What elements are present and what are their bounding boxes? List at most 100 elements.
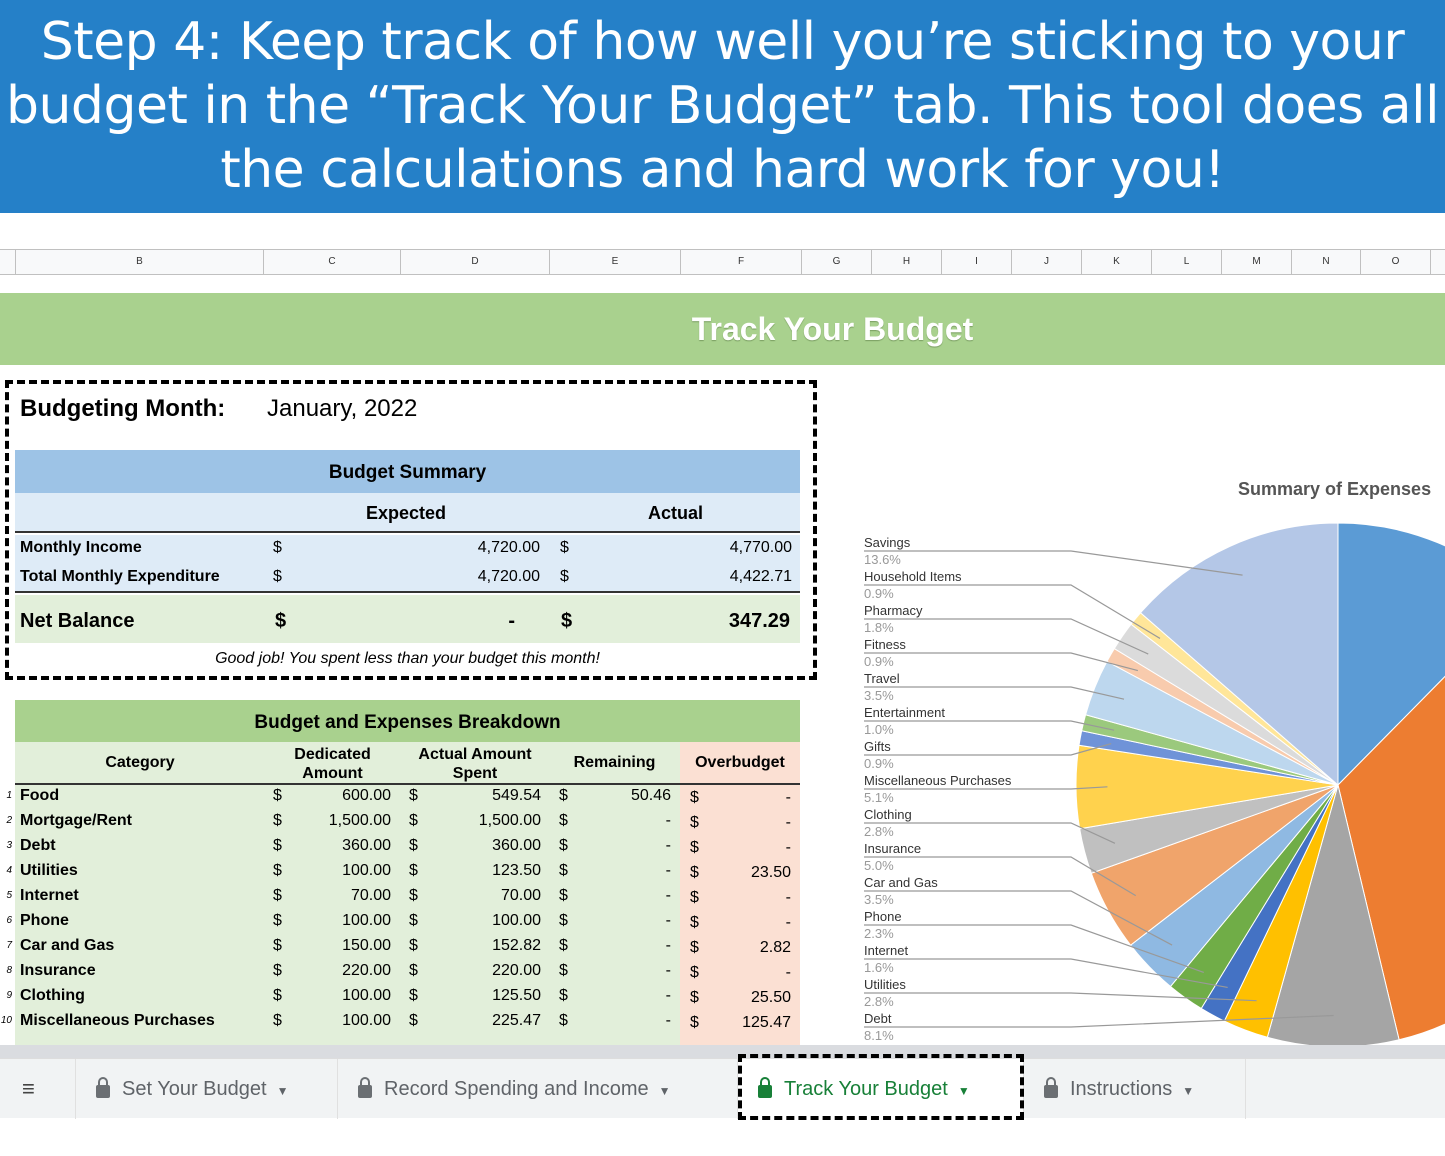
- net-label: Net Balance: [20, 610, 135, 632]
- pie-label-percent: 1.6%: [864, 960, 894, 975]
- remaining-currency: $: [559, 987, 568, 1004]
- sheet-tab-set-your-budget[interactable]: Set Your Budget ▼: [76, 1059, 338, 1119]
- net-cur1: $: [275, 610, 287, 632]
- header-rule: [15, 783, 800, 785]
- sheet-title: Track Your Budget: [0, 293, 1445, 365]
- overbudget-amount: 125.47: [742, 1014, 791, 1031]
- overbudget-currency: $: [690, 1014, 699, 1031]
- actual-currency: $: [409, 837, 418, 854]
- summary-col-header: [15, 493, 800, 533]
- dedicated-amount: 600.00: [342, 787, 391, 804]
- category-name: Insurance: [20, 962, 96, 979]
- dedicated-currency: $: [273, 837, 282, 854]
- dropdown-caret-icon[interactable]: ▼: [1182, 1084, 1195, 1098]
- header-category: Category: [105, 754, 175, 771]
- pie-label-name: Entertainment: [864, 705, 945, 720]
- column-header-D[interactable]: D: [400, 250, 549, 274]
- column-header-K[interactable]: K: [1081, 250, 1151, 274]
- dedicated-currency: $: [273, 937, 282, 954]
- dropdown-caret-icon[interactable]: ▼: [658, 1084, 671, 1098]
- column-header-G[interactable]: G: [801, 250, 871, 274]
- month-label: Budgeting Month:: [20, 395, 226, 422]
- overbudget-currency: $: [690, 989, 699, 1006]
- pie-leader-line: [864, 958, 1228, 989]
- pie-label-percent: 13.6%: [864, 552, 901, 567]
- column-header-O[interactable]: O: [1360, 250, 1430, 274]
- category-name: Debt: [20, 837, 56, 854]
- instruction-banner: Step 4: Keep track of how well you’re st…: [0, 0, 1445, 213]
- dedicated-amount: 1,500.00: [328, 812, 391, 829]
- column-header-N[interactable]: N: [1291, 250, 1360, 274]
- pie-label: Phone 2.3%: [864, 908, 902, 942]
- lock-icon: [758, 1077, 772, 1099]
- header-overbudget: Overbudget: [695, 754, 785, 771]
- overbudget-amount: -: [785, 814, 791, 831]
- column-header-L[interactable]: L: [1151, 250, 1221, 274]
- overbudget-currency: $: [690, 864, 699, 881]
- summary-rows-bg: [15, 535, 800, 593]
- expenses-chart[interactable]: [855, 470, 1445, 1046]
- remaining-currency: $: [559, 812, 568, 829]
- remaining-currency: $: [559, 862, 568, 879]
- sheet-tab-instructions[interactable]: Instructions ▼: [1024, 1059, 1246, 1119]
- overbudget-column-bg: [680, 742, 800, 1045]
- column-header-B[interactable]: B: [15, 250, 263, 274]
- remaining-amount: -: [665, 812, 671, 829]
- pie-label: Household Items 0.9%: [864, 568, 962, 602]
- net-cur2: $: [561, 610, 573, 632]
- dropdown-caret-icon[interactable]: ▼: [957, 1084, 970, 1098]
- remaining-currency: $: [559, 1012, 568, 1029]
- column-header-F[interactable]: F: [680, 250, 801, 274]
- category-name: Phone: [20, 912, 69, 929]
- pie-label: Car and Gas 3.5%: [864, 874, 938, 908]
- pie-slice-food[interactable]: [1337, 522, 1445, 787]
- category-name: Mortgage/Rent: [20, 812, 132, 829]
- sheet-tab-record-spending-and-income[interactable]: Record Spending and Income ▼: [338, 1059, 738, 1119]
- category-name: Miscellaneous Purchases: [20, 1012, 215, 1029]
- row-number: 5: [6, 890, 12, 901]
- remaining-amount: -: [665, 937, 671, 954]
- breakdown-title: Budget and Expenses Breakdown: [15, 700, 800, 742]
- all-sheets-button[interactable]: ≡: [0, 1059, 76, 1119]
- row-number: 6: [6, 915, 12, 926]
- pie-slice-debt[interactable]: [1266, 783, 1400, 1046]
- remaining-amount: -: [665, 912, 671, 929]
- actual-amount: 220.00: [492, 962, 541, 979]
- dropdown-caret-icon[interactable]: ▼: [276, 1084, 289, 1098]
- row-number: 1: [6, 790, 12, 801]
- pie-label-name: Travel: [864, 671, 900, 686]
- remaining-amount: -: [665, 862, 671, 879]
- category-name: Car and Gas: [20, 937, 115, 954]
- column-header-J[interactable]: J: [1011, 250, 1081, 274]
- pie-label: Miscellaneous Purchases 5.1%: [864, 772, 1011, 806]
- summary-cur1: $: [273, 568, 282, 585]
- actual-amount: 549.54: [492, 787, 541, 804]
- pie-label-percent: 0.9%: [864, 654, 894, 669]
- sheet-tab-track-your-budget[interactable]: Track Your Budget ▼: [738, 1059, 1024, 1119]
- column-header-C[interactable]: C: [263, 250, 400, 274]
- summary-highlight-box: [5, 380, 817, 680]
- pie-leader-line: [864, 1014, 1334, 1028]
- dedicated-amount: 100.00: [342, 912, 391, 929]
- summary-row-label: Monthly Income: [20, 539, 142, 556]
- column-header-I[interactable]: I: [941, 250, 1011, 274]
- actual-amount: 225.47: [492, 1012, 541, 1029]
- budget-summary-title: Budget Summary: [15, 450, 800, 493]
- actual-amount: 123.50: [492, 862, 541, 879]
- pie-label-name: Savings: [864, 535, 911, 550]
- pie-leader-line: [864, 822, 1116, 844]
- pie-leader-line: [864, 924, 1204, 974]
- pie-leader-line: [864, 584, 1161, 639]
- month-value[interactable]: January, 2022: [267, 395, 418, 422]
- pie-slice-mortgage-rent[interactable]: [1337, 598, 1445, 1041]
- dedicated-currency: $: [273, 787, 282, 804]
- column-header-M[interactable]: M: [1221, 250, 1291, 274]
- summary-message: Good job! You spent less than your budge…: [215, 650, 600, 667]
- net-expected: -: [508, 610, 515, 632]
- column-header-E[interactable]: E: [549, 250, 680, 274]
- horizontal-scrollbar[interactable]: [0, 1045, 1445, 1058]
- pie-slice-savings[interactable]: [1139, 522, 1339, 787]
- column-header-H[interactable]: H: [871, 250, 941, 274]
- overbudget-amount: -: [785, 964, 791, 981]
